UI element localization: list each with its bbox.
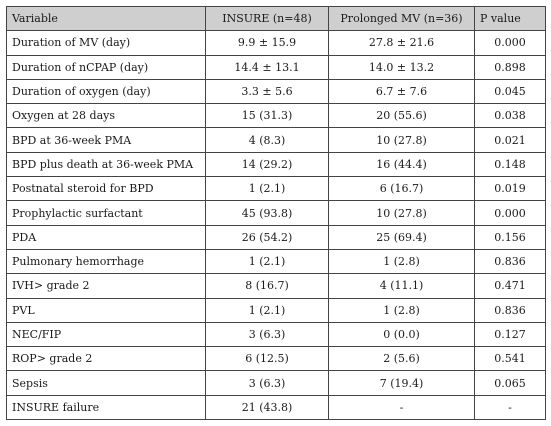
cell-variable: PVL xyxy=(6,297,206,323)
cell-variable: NEC/FIP xyxy=(6,321,206,348)
cell-p-value: 0.471 xyxy=(474,273,546,299)
cell-prolonged-mv: 1 (2.8) xyxy=(328,297,475,323)
cell-insure: 8 (16.7) xyxy=(205,273,329,299)
table-container: Variable INSURE (n=48) Prolonged MV (n=3… xyxy=(6,5,546,421)
table-row: NEC/FIP 3 (6.3) 0 (0.0) 0.127 xyxy=(6,321,546,348)
table-row: Duration of oxygen (day) 3.3 ± 5.6 6.7 ± 7… xyxy=(6,78,546,105)
header-p-value: P value xyxy=(474,5,546,32)
cell-variable: BPD plus death at 36-week PMA xyxy=(6,151,206,178)
cell-prolonged-mv: 10 (27.8) xyxy=(328,127,475,153)
table-row: BPD at 36-week PMA 4 (8.3) 10 (27.8) 0.021 xyxy=(6,127,546,153)
cell-p-value: 0.541 xyxy=(474,346,546,372)
cell-prolonged-mv: 4 (11.1) xyxy=(328,273,475,299)
cell-p-value: 0.156 xyxy=(474,224,546,250)
cell-prolonged-mv: 0 (0.0) xyxy=(328,321,475,348)
table-row: BPD plus death at 36-week PMA 14 (29.2) 16… xyxy=(6,151,546,178)
cell-variable: BPD at 36-week PMA xyxy=(6,127,206,153)
cell-p-value: 0.148 xyxy=(474,151,546,178)
cell-prolonged-mv: 27.8 ± 21.6 xyxy=(328,30,475,56)
cell-variable: Pulmonary hemorrhage xyxy=(6,248,206,275)
table-row: PVL 1 (2.1) 1 (2.8) 0.836 xyxy=(6,297,546,323)
cell-insure: 14 (29.2) xyxy=(205,151,329,178)
cell-insure: 3 (6.3) xyxy=(205,370,329,396)
cell-insure: 21 (43.8) xyxy=(205,394,329,421)
cell-insure: 15 (31.3) xyxy=(205,103,329,129)
cell-prolonged-mv: - xyxy=(328,394,475,421)
cell-prolonged-mv: 25 (69.4) xyxy=(328,224,475,250)
header-row: Variable INSURE (n=48) Prolonged MV (n=3… xyxy=(6,5,546,32)
cell-p-value: 0.019 xyxy=(474,176,546,202)
cell-insure: 3 (6.3) xyxy=(205,321,329,348)
table-body: Duration of MV (day) 9.9 ± 15.9 27.8 ± 21.… xyxy=(6,30,546,421)
cell-insure: 3.3 ± 5.6 xyxy=(205,78,329,105)
cell-p-value: 0.898 xyxy=(474,54,546,80)
table-row: Prophylactic surfactant 45 (93.8) 10 (27.8… xyxy=(6,200,546,226)
cell-insure: 45 (93.8) xyxy=(205,200,329,226)
cell-p-value: 0.836 xyxy=(474,297,546,323)
cell-insure: 9.9 ± 15.9 xyxy=(205,30,329,56)
cell-variable: Duration of nCPAP (day) xyxy=(6,54,206,80)
cell-variable: INSURE failure xyxy=(6,394,206,421)
cell-prolonged-mv: 16 (44.4) xyxy=(328,151,475,178)
cell-prolonged-mv: 6 (16.7) xyxy=(328,176,475,202)
cell-prolonged-mv: 1 (2.8) xyxy=(328,248,475,275)
cell-p-value: 0.021 xyxy=(474,127,546,153)
header-insure: INSURE (n=48) xyxy=(205,5,329,32)
cell-prolonged-mv: 2 (5.6) xyxy=(328,346,475,372)
cell-p-value: 0.127 xyxy=(474,321,546,348)
cell-insure: 1 (2.1) xyxy=(205,248,329,275)
cell-variable: Oxygen at 28 days xyxy=(6,103,206,129)
header-prolonged-mv: Prolonged MV (n=36) xyxy=(328,5,475,32)
cell-variable: PDA xyxy=(6,224,206,250)
cell-variable: Sepsis xyxy=(6,370,206,396)
table-header: Variable INSURE (n=48) Prolonged MV (n=3… xyxy=(6,5,546,32)
cell-variable: Duration of MV (day) xyxy=(6,30,206,56)
cell-insure: 14.4 ± 13.1 xyxy=(205,54,329,80)
cell-prolonged-mv: 10 (27.8) xyxy=(328,200,475,226)
header-variable: Variable xyxy=(6,5,206,32)
table-row: Duration of MV (day) 9.9 ± 15.9 27.8 ± 21.… xyxy=(6,30,546,56)
table-row: Sepsis 3 (6.3) 7 (19.4) 0.065 xyxy=(6,370,546,396)
cell-variable: Prophylactic surfactant xyxy=(6,200,206,226)
table-row: INSURE failure 21 (43.8) - - xyxy=(6,394,546,421)
cell-prolonged-mv: 20 (55.6) xyxy=(328,103,475,129)
cell-insure: 6 (12.5) xyxy=(205,346,329,372)
cell-variable: IVH> grade 2 xyxy=(6,273,206,299)
cell-p-value: 0.045 xyxy=(474,78,546,105)
cell-p-value: 0.836 xyxy=(474,248,546,275)
cell-insure: 26 (54.2) xyxy=(205,224,329,250)
cell-p-value: 0.000 xyxy=(474,30,546,56)
cell-p-value: - xyxy=(474,394,546,421)
table-row: Oxygen at 28 days 15 (31.3) 20 (55.6) 0.038 xyxy=(6,103,546,129)
table-row: PDA 26 (54.2) 25 (69.4) 0.156 xyxy=(6,224,546,250)
cell-insure: 1 (2.1) xyxy=(205,176,329,202)
cell-prolonged-mv: 7 (19.4) xyxy=(328,370,475,396)
cell-insure: 1 (2.1) xyxy=(205,297,329,323)
outcomes-table: Variable INSURE (n=48) Prolonged MV (n=3… xyxy=(6,5,546,421)
cell-variable: ROP> grade 2 xyxy=(6,346,206,372)
table-row: Pulmonary hemorrhage 1 (2.1) 1 (2.8) 0.836 xyxy=(6,248,546,275)
cell-p-value: 0.038 xyxy=(474,103,546,129)
cell-prolonged-mv: 14.0 ± 13.2 xyxy=(328,54,475,80)
table-row: Duration of nCPAP (day) 14.4 ± 13.1 14.0 ±… xyxy=(6,54,546,80)
cell-insure: 4 (8.3) xyxy=(205,127,329,153)
cell-prolonged-mv: 6.7 ± 7.6 xyxy=(328,78,475,105)
table-row: Postnatal steroid for BPD 1 (2.1) 6 (16.7)… xyxy=(6,176,546,202)
cell-p-value: 0.000 xyxy=(474,200,546,226)
cell-variable: Postnatal steroid for BPD xyxy=(6,176,206,202)
cell-p-value: 0.065 xyxy=(474,370,546,396)
cell-variable: Duration of oxygen (day) xyxy=(6,78,206,105)
